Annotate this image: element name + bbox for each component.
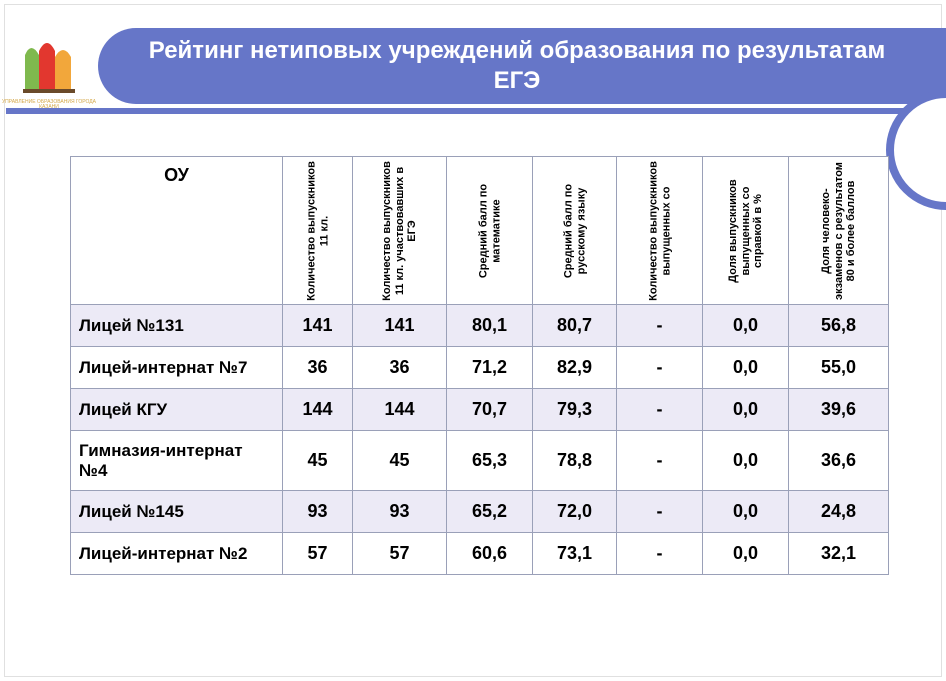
cell: 0,0 (703, 389, 789, 431)
cell: 0,0 (703, 347, 789, 389)
cell: 36,6 (789, 431, 889, 491)
cell: 71,2 (447, 347, 533, 389)
row-name: Лицей-интернат №7 (71, 347, 283, 389)
page-title: Рейтинг нетиповых учреждений образования… (128, 36, 906, 96)
cell: 65,2 (447, 491, 533, 533)
cell: 93 (283, 491, 353, 533)
col-header-6: Доля выпускников выпущенных со справкой … (703, 157, 789, 305)
cell: 144 (353, 389, 447, 431)
logo-icon (19, 37, 79, 95)
title-pill: Рейтинг нетиповых учреждений образования… (98, 28, 946, 104)
cell: 57 (353, 533, 447, 575)
col-header-5: Количество выпускников выпущенных со (617, 157, 703, 305)
cell: 141 (353, 305, 447, 347)
row-name: Гимназия-интернат №4 (71, 431, 283, 491)
cell: 141 (283, 305, 353, 347)
cell: - (617, 533, 703, 575)
table-row: Лицей-интернат №7363671,282,9-0,055,0 (71, 347, 889, 389)
cell: 82,9 (533, 347, 617, 389)
table-body: Лицей №13114114180,180,7-0,056,8Лицей-ин… (71, 305, 889, 575)
cell: 55,0 (789, 347, 889, 389)
cell: 45 (283, 431, 353, 491)
table-row: Лицей №145939365,272,0-0,024,8 (71, 491, 889, 533)
cell: 70,7 (447, 389, 533, 431)
rating-table: ОУ Количество выпускников 11 кл. Количес… (70, 156, 889, 575)
cell: 65,3 (447, 431, 533, 491)
cell: 32,1 (789, 533, 889, 575)
header-underline (6, 108, 946, 114)
table-row: Лицей №13114114180,180,7-0,056,8 (71, 305, 889, 347)
cell: 45 (353, 431, 447, 491)
logo: УПРАВЛЕНИЕ ОБРАЗОВАНИЯ ГОРОДА КАЗАНИ (0, 28, 98, 104)
cell: 79,3 (533, 389, 617, 431)
cell: - (617, 347, 703, 389)
row-name: Лицей №145 (71, 491, 283, 533)
cell: 24,8 (789, 491, 889, 533)
cell: 0,0 (703, 305, 789, 347)
cell: - (617, 389, 703, 431)
table-row: Лицей-интернат №2575760,673,1-0,032,1 (71, 533, 889, 575)
cell: 57 (283, 533, 353, 575)
cell: - (617, 491, 703, 533)
cell: 36 (283, 347, 353, 389)
row-name: Лицей КГУ (71, 389, 283, 431)
row-name: Лицей-интернат №2 (71, 533, 283, 575)
cell: 80,7 (533, 305, 617, 347)
cell: 80,1 (447, 305, 533, 347)
cell: 36 (353, 347, 447, 389)
cell: 73,1 (533, 533, 617, 575)
cell: 0,0 (703, 533, 789, 575)
row-name: Лицей №131 (71, 305, 283, 347)
col-header-2: Количество выпускников 11 кл. участвовав… (353, 157, 447, 305)
cell: 56,8 (789, 305, 889, 347)
col-header-3: Средний балл по математике (447, 157, 533, 305)
table-row: Гимназия-интернат №4454565,378,8-0,036,6 (71, 431, 889, 491)
cell: 0,0 (703, 431, 789, 491)
col-header-4: Средний балл по русскому языку (533, 157, 617, 305)
rating-table-wrap: ОУ Количество выпускников 11 кл. Количес… (70, 156, 880, 575)
cell: 78,8 (533, 431, 617, 491)
header: УПРАВЛЕНИЕ ОБРАЗОВАНИЯ ГОРОДА КАЗАНИ Рей… (0, 28, 946, 104)
cell: 0,0 (703, 491, 789, 533)
cell: 60,6 (447, 533, 533, 575)
col-header-1: Количество выпускников 11 кл. (283, 157, 353, 305)
col-header-7: Доля человеко-экзаменов с результатом 80… (789, 157, 889, 305)
cell: - (617, 431, 703, 491)
table-header-row: ОУ Количество выпускников 11 кл. Количес… (71, 157, 889, 305)
col-header-oy: ОУ (71, 157, 283, 305)
cell: - (617, 305, 703, 347)
table-row: Лицей КГУ14414470,779,3-0,039,6 (71, 389, 889, 431)
cell: 144 (283, 389, 353, 431)
cell: 93 (353, 491, 447, 533)
cell: 72,0 (533, 491, 617, 533)
cell: 39,6 (789, 389, 889, 431)
